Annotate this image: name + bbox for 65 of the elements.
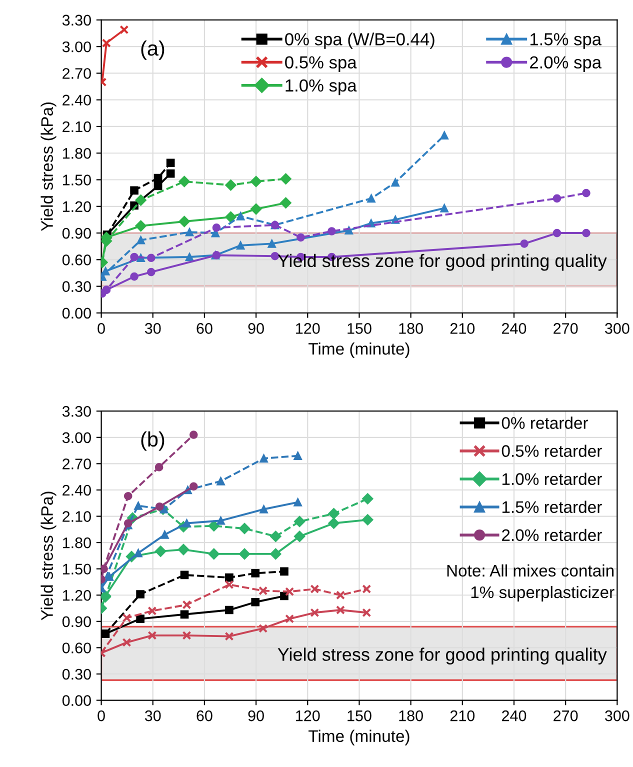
legend-label: 0.5% spa <box>285 56 357 72</box>
y-tick-label: 0.90 <box>62 616 91 628</box>
y-tick-label: 0.30 <box>62 281 91 292</box>
band-label: Yield stress zone for good printing quality <box>278 648 607 664</box>
legend-label: 1.5% retarder <box>502 500 602 514</box>
x-tick-label: 120 <box>296 323 320 334</box>
x-tick-label: 60 <box>196 710 212 722</box>
y-tick-label: 1.80 <box>62 148 91 159</box>
y-tick-label: 0.90 <box>62 228 91 239</box>
y-tick-label: 2.70 <box>62 68 91 79</box>
x-tick-label: 180 <box>399 710 423 722</box>
y-tick-label: 0.00 <box>62 308 91 319</box>
x-tick-label: 300 <box>605 710 630 722</box>
x-tick-label: 210 <box>450 323 475 334</box>
legend-label: 2.0% spa <box>530 56 602 72</box>
y-tick-label: 2.70 <box>62 458 91 470</box>
x-tick-label: 180 <box>399 323 423 334</box>
y-tick-label: 3.00 <box>62 432 91 444</box>
y-tick-label: 1.80 <box>62 537 91 548</box>
x-tick-label: 60 <box>196 323 212 334</box>
x-axis-title: Time (minute) <box>308 342 410 358</box>
y-tick-label: 2.40 <box>62 484 91 496</box>
x-tick-label: 150 <box>348 323 372 334</box>
y-tick-label: 1.50 <box>62 564 91 575</box>
x-tick-label: 0 <box>98 323 105 334</box>
x-tick-label: 240 <box>502 710 526 722</box>
annotation: (a) <box>141 40 164 60</box>
x-tick-label: 120 <box>296 710 320 722</box>
band-label: Yield stress zone for good printing quality <box>278 254 607 271</box>
x-tick-label: 150 <box>348 710 372 722</box>
x-tick-label: 90 <box>248 323 264 334</box>
y-axis-title: Yield stress (kPa) <box>40 492 56 620</box>
legend-label: 2.0% retarder <box>502 528 602 542</box>
y-tick-label: 1.20 <box>62 201 91 212</box>
x-tick-label: 30 <box>144 710 161 722</box>
y-axis-title: Yield stress (kPa) <box>40 102 56 232</box>
y-tick-label: 2.10 <box>62 511 91 522</box>
legend-label: 1.0% spa <box>286 79 357 96</box>
y-tick-label: 1.20 <box>62 590 91 601</box>
y-tick-label: 0.60 <box>62 642 91 654</box>
annotation: (b) <box>141 431 164 451</box>
legend-label: 0.5% retarder <box>502 444 602 457</box>
x-tick-label: 270 <box>554 710 578 722</box>
y-tick-label: 1.50 <box>62 174 91 186</box>
y-tick-label: 0.60 <box>62 254 91 266</box>
annotation: Note: All mixes contain 1% superplasticizer <box>447 564 614 602</box>
x-axis-title: Time (minute) <box>308 730 410 746</box>
y-tick-label: 3.30 <box>62 406 91 417</box>
x-tick-label: 240 <box>502 323 526 334</box>
y-tick-label: 3.00 <box>62 41 91 52</box>
x-tick-label: 0 <box>98 710 105 722</box>
x-tick-label: 270 <box>554 323 578 334</box>
y-tick-label: 3.30 <box>62 14 91 26</box>
y-tick-label: 2.10 <box>62 121 91 132</box>
x-tick-label: 300 <box>605 323 630 334</box>
legend-label: 0% spa (W/B=0.44) <box>285 32 434 49</box>
x-tick-label: 30 <box>144 323 161 334</box>
y-tick-label: 2.40 <box>62 94 91 106</box>
legend-label: 1.0% retarder <box>502 472 602 485</box>
x-tick-label: 90 <box>248 710 264 722</box>
legend-label: 0% retarder <box>502 416 588 429</box>
y-tick-label: 0.00 <box>62 695 91 706</box>
x-tick-label: 210 <box>450 710 475 722</box>
legend-label: 1.5% spa <box>530 33 602 49</box>
y-tick-label: 0.30 <box>62 668 91 680</box>
